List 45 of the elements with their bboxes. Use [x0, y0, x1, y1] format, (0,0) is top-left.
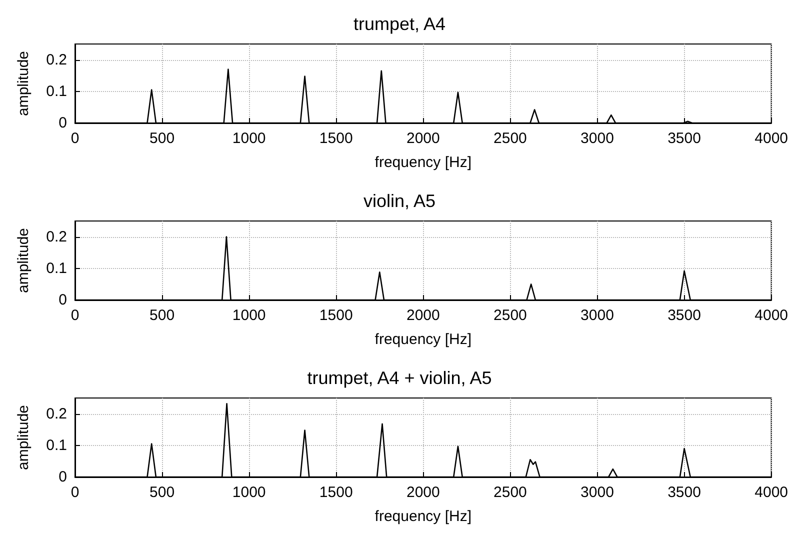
x-tick-label: 1500: [319, 130, 353, 147]
chart-title: violin, A5: [363, 191, 436, 211]
y-tick-label: 0: [58, 114, 67, 132]
y-tick-label: 0.1: [46, 260, 67, 277]
x-tick-label: 3000: [580, 130, 614, 147]
x-tick-label: 2500: [494, 307, 527, 324]
x-tick-label: 2000: [406, 130, 440, 147]
x-axis-title: frequency [Hz]: [374, 154, 472, 171]
x-tick-label: 0: [70, 307, 80, 324]
x-tick-label: 2000: [406, 484, 440, 501]
y-tick-label: 0.1: [46, 82, 67, 100]
x-tick-label: 3500: [668, 484, 701, 501]
x-tick-label: 500: [150, 307, 175, 324]
x-tick-label: 2500: [494, 130, 527, 147]
x-tick-label: 3000: [580, 307, 614, 324]
x-tick-label: 4000: [754, 307, 788, 324]
x-axis-title: frequency [Hz]: [374, 331, 472, 348]
x-tick-label: 1000: [232, 307, 266, 324]
x-tick-label: 0: [70, 484, 80, 501]
x-tick-label: 1500: [319, 484, 353, 501]
x-tick-label: 4000: [754, 484, 788, 501]
y-axis-title: amplitude: [15, 404, 32, 470]
y-axis-title: amplitude: [15, 228, 32, 294]
y-tick-label: 0.1: [46, 436, 67, 454]
x-tick-label: 2500: [494, 484, 527, 501]
x-tick-label: 1000: [232, 130, 266, 147]
x-tick-label: 3000: [580, 484, 614, 501]
y-tick-label: 0.2: [46, 51, 67, 68]
y-tick-label: 0: [58, 292, 67, 308]
x-axis-title: frequency [Hz]: [374, 508, 472, 525]
x-tick-label: 2000: [406, 307, 440, 324]
x-tick-label: 1500: [319, 307, 353, 324]
chart-title: trumpet, A4 + violin, A5: [307, 368, 492, 388]
y-axis-title: amplitude: [15, 50, 32, 116]
x-tick-label: 500: [150, 484, 175, 501]
x-tick-label: 4000: [754, 130, 788, 147]
chart-title: trumpet, A4: [353, 14, 446, 34]
x-tick-label: 3500: [668, 130, 701, 147]
y-tick-label: 0.2: [46, 228, 67, 246]
x-tick-label: 0: [70, 130, 80, 147]
x-tick-label: 3500: [668, 307, 701, 324]
x-tick-label: 500: [150, 130, 175, 147]
y-tick-label: 0.2: [46, 405, 67, 422]
x-tick-label: 1000: [232, 484, 266, 501]
y-tick-label: 0: [58, 468, 67, 486]
